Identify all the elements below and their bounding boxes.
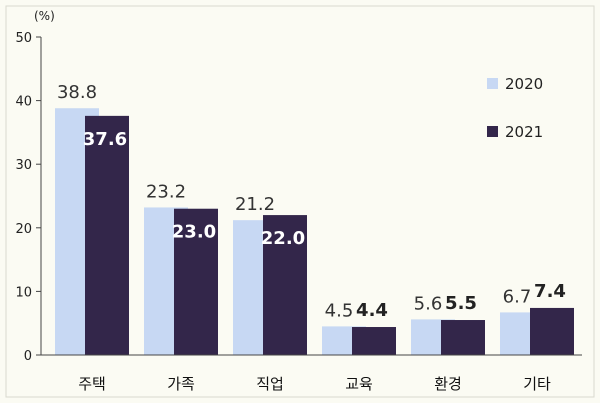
bar-2021 bbox=[352, 327, 396, 355]
legend-swatch-2020 bbox=[487, 78, 498, 89]
y-unit-label: (%) bbox=[34, 9, 55, 23]
data-labels: 38.8 37.6 23.2 23.0 21.2 22.0 4.5 4.4 5.6 5.5 6.7 7… bbox=[57, 82, 566, 321]
y-tick-label: 0 bbox=[24, 349, 32, 364]
data-label-2021: 22.0 bbox=[261, 228, 305, 249]
y-tick-label: 30 bbox=[15, 158, 32, 173]
x-category-label: 주택 bbox=[78, 375, 106, 393]
y-tick-label: 50 bbox=[15, 31, 32, 46]
data-label-2021: 7.4 bbox=[534, 281, 566, 302]
bars bbox=[55, 108, 574, 356]
data-label-2020: 4.5 bbox=[325, 300, 354, 321]
legend-label-2021: 2021 bbox=[505, 123, 543, 141]
bar-2021 bbox=[441, 320, 485, 355]
y-tick-label: 40 bbox=[15, 95, 32, 110]
data-label-2020: 21.2 bbox=[235, 194, 275, 215]
y-axis: 0 10 20 30 40 50(%) bbox=[15, 9, 54, 364]
x-category-label: 직업 bbox=[256, 375, 284, 393]
data-label-2021: 4.4 bbox=[356, 300, 388, 321]
y-tick-label: 20 bbox=[15, 222, 32, 237]
data-label-2021: 5.5 bbox=[445, 293, 477, 314]
data-label-2020: 38.8 bbox=[57, 82, 97, 103]
chart-border bbox=[5, 5, 595, 398]
x-category-label: 가족 bbox=[167, 375, 195, 393]
chart-frame bbox=[5, 5, 595, 398]
legend: 2020 2021 bbox=[487, 75, 543, 141]
data-label-2020: 23.2 bbox=[146, 181, 186, 202]
legend-label-2020: 2020 bbox=[505, 75, 543, 93]
y-tick-label: 10 bbox=[15, 285, 32, 300]
legend-swatch-2021 bbox=[487, 126, 498, 137]
bar-2021 bbox=[263, 215, 307, 355]
data-label-2021: 23.0 bbox=[172, 222, 216, 243]
x-category-label: 교육 bbox=[345, 375, 373, 393]
data-label-2020: 5.6 bbox=[414, 293, 443, 314]
x-axis: 주택 가족 직업 교육 환경 기타 bbox=[41, 354, 582, 393]
x-category-label: 환경 bbox=[434, 375, 462, 393]
data-label-2021: 37.6 bbox=[83, 129, 127, 150]
x-category-label: 기타 bbox=[523, 375, 551, 393]
bar-2021 bbox=[530, 307, 574, 355]
bar-2021 bbox=[85, 115, 129, 355]
bar-2021 bbox=[174, 208, 218, 355]
data-label-2020: 6.7 bbox=[503, 286, 532, 307]
